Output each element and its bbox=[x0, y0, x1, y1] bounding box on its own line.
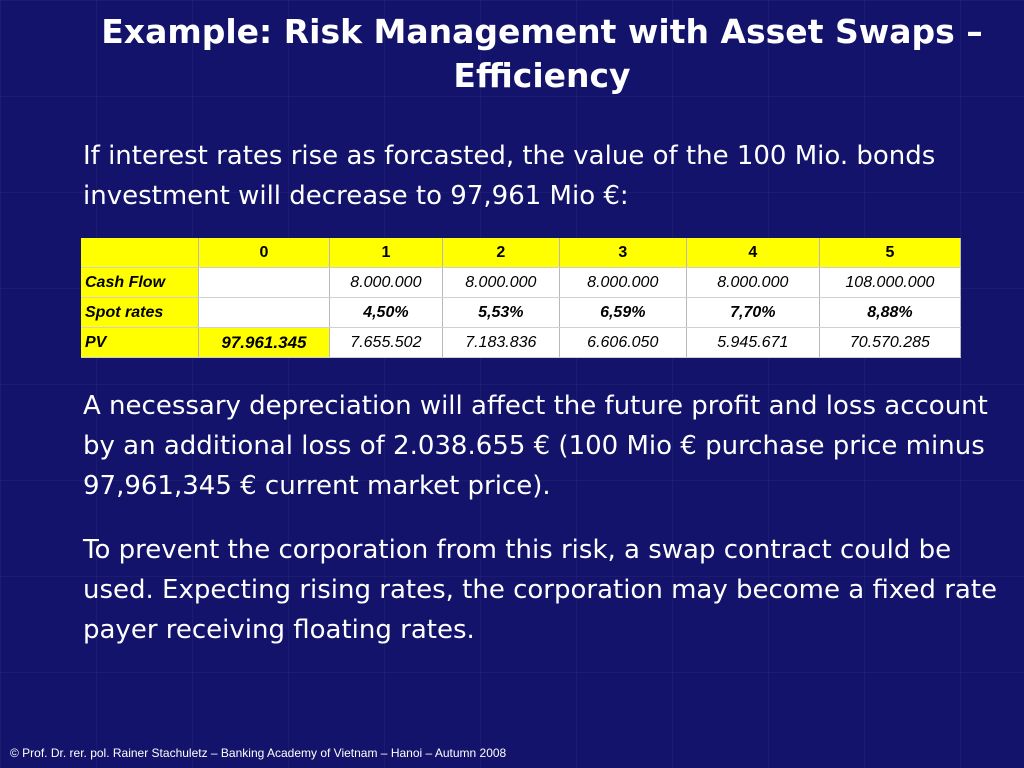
pv-cell-4: 5.945.671 bbox=[686, 327, 820, 358]
slide-title: Example: Risk Management with Asset Swap… bbox=[101, 12, 983, 95]
row-label-pv: PV bbox=[81, 327, 199, 358]
table-header-row: 0 1 2 3 4 5 bbox=[81, 238, 962, 268]
header-cell-1: 1 bbox=[329, 238, 443, 268]
spot-rate-cell-4: 7,70% bbox=[686, 297, 820, 328]
cash-flow-cell-1: 8.000.000 bbox=[329, 267, 443, 298]
spot-rate-cell-5: 8,88% bbox=[819, 297, 962, 328]
spot-rate-cell-2: 5,53% bbox=[442, 297, 560, 328]
spot-rate-cell-0 bbox=[198, 297, 330, 328]
depreciation-paragraph: A necessary depreciation will affect the… bbox=[83, 391, 988, 501]
header-cell-5: 5 bbox=[819, 238, 962, 268]
footer-credit: © Prof. Dr. rer. pol. Rainer Stachuletz … bbox=[10, 746, 507, 760]
header-cell-0: 0 bbox=[198, 238, 330, 268]
cash-flow-cell-5: 108.000.000 bbox=[819, 267, 962, 298]
row-label-cash-flow: Cash Flow bbox=[81, 267, 199, 298]
table-row-spot-rates: Spot rates 4,50% 5,53% 6,59% 7,70% 8,88% bbox=[81, 297, 962, 328]
intro-paragraph: If interest rates rise as forcasted, the… bbox=[83, 141, 936, 211]
header-cell-3: 3 bbox=[559, 238, 687, 268]
swap-paragraph: To prevent the corporation from this ris… bbox=[83, 535, 998, 645]
header-cell-4: 4 bbox=[686, 238, 820, 268]
pv-total-cell: 97.961.345 bbox=[198, 327, 330, 358]
cash-flow-cell-4: 8.000.000 bbox=[686, 267, 820, 298]
spot-rate-cell-3: 6,59% bbox=[559, 297, 687, 328]
pv-cell-1: 7.655.502 bbox=[329, 327, 443, 358]
pv-cell-5: 70.570.285 bbox=[819, 327, 962, 358]
pv-cell-2: 7.183.836 bbox=[442, 327, 560, 358]
cash-flow-table: 0 1 2 3 4 5 Cash Flow 8.000.000 8.000.00… bbox=[81, 238, 962, 358]
table-row-cash-flow: Cash Flow 8.000.000 8.000.000 8.000.000 … bbox=[81, 267, 962, 298]
spot-rate-cell-1: 4,50% bbox=[329, 297, 443, 328]
table-row-pv: PV 97.961.345 7.655.502 7.183.836 6.606.… bbox=[81, 327, 962, 358]
header-cell-2: 2 bbox=[442, 238, 560, 268]
pv-cell-3: 6.606.050 bbox=[559, 327, 687, 358]
cash-flow-cell-3: 8.000.000 bbox=[559, 267, 687, 298]
row-label-spot-rates: Spot rates bbox=[81, 297, 199, 328]
cash-flow-cell-0 bbox=[198, 267, 330, 298]
header-corner-cell bbox=[81, 238, 199, 268]
cash-flow-cell-2: 8.000.000 bbox=[442, 267, 560, 298]
